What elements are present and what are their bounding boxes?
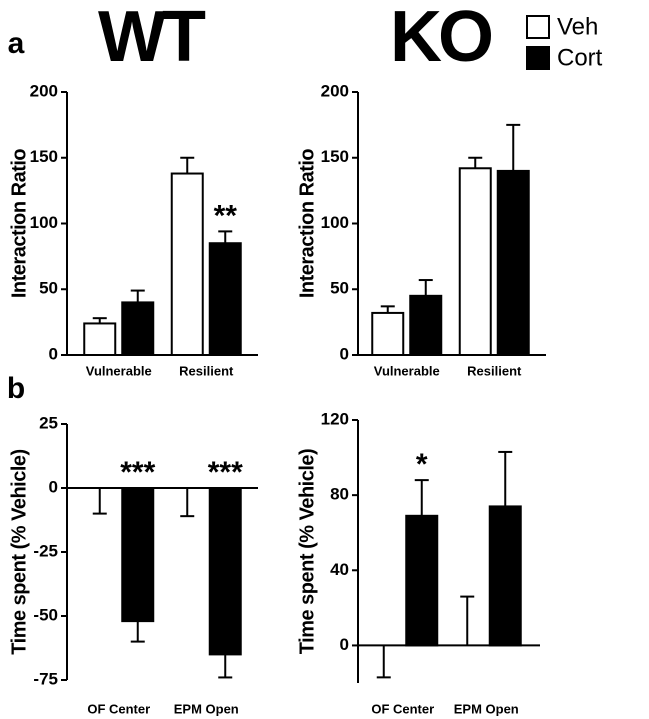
y-tick-label: 100	[30, 213, 58, 232]
y-tick-label: 0	[340, 344, 349, 363]
bar	[121, 487, 155, 623]
y-tick-label: 50	[330, 279, 349, 298]
x-tick-label: Vulnerable	[86, 363, 152, 378]
y-tick-label: 0	[340, 635, 349, 654]
bar	[405, 514, 439, 647]
x-tick-label: EPM Open	[454, 701, 519, 716]
y-tick-label: 120	[321, 409, 349, 428]
significance: **	[214, 199, 238, 232]
x-tick-label: Resilient	[179, 363, 234, 378]
panel-label: b	[7, 372, 25, 405]
bar	[409, 294, 443, 357]
panel-title: WT	[98, 0, 206, 77]
bar	[371, 311, 405, 357]
y-tick-label: 200	[321, 81, 349, 100]
x-tick-label: OF Center	[371, 701, 434, 716]
y-tick-label: 0	[49, 344, 58, 363]
panel-label: a	[8, 27, 25, 60]
bar	[208, 242, 242, 357]
bar	[121, 301, 155, 356]
y-tick-label: -50	[33, 605, 58, 624]
significance: *	[416, 448, 428, 481]
y-tick-label: 50	[39, 279, 58, 298]
y-axis-label: Interaction Ratio	[296, 149, 318, 299]
y-axis-label: Time spent (% Vehicle)	[8, 449, 30, 654]
y-tick-label: 150	[30, 147, 58, 166]
y-tick-label: 40	[330, 560, 349, 579]
y-axis-label: Interaction Ratio	[8, 149, 30, 299]
significance: ***	[208, 456, 243, 489]
bar	[170, 172, 204, 356]
legend-swatch	[526, 46, 550, 70]
legend-swatch	[526, 15, 550, 39]
bar	[488, 505, 522, 647]
x-tick-label: OF Center	[87, 701, 150, 716]
y-tick-label: 80	[330, 485, 349, 504]
y-tick-label: 25	[39, 413, 58, 432]
y-tick-label: 100	[321, 213, 349, 232]
y-tick-label: 0	[49, 477, 58, 496]
bar	[458, 167, 492, 356]
y-axis-label: Time spent (% Vehicle)	[296, 449, 318, 654]
x-tick-label: Resilient	[467, 363, 522, 378]
bar	[83, 322, 117, 357]
y-tick-label: 150	[321, 147, 349, 166]
x-tick-label: Vulnerable	[374, 363, 440, 378]
y-tick-label: -25	[33, 541, 58, 560]
y-tick-label: -75	[33, 669, 58, 688]
significance: ***	[120, 456, 155, 489]
panel-title: KO	[390, 0, 491, 77]
x-tick-label: EPM Open	[174, 701, 239, 716]
bar	[496, 169, 530, 356]
y-tick-label: 200	[30, 81, 58, 100]
legend-label: Veh	[557, 13, 598, 40]
legend-label: Cort	[557, 44, 603, 71]
bar	[208, 487, 242, 656]
